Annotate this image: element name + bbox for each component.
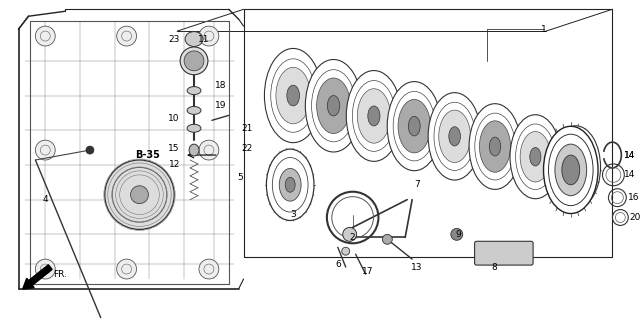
Ellipse shape — [189, 144, 199, 156]
Text: 23: 23 — [168, 34, 180, 43]
Circle shape — [116, 259, 136, 279]
Circle shape — [199, 140, 219, 160]
Text: 8: 8 — [492, 263, 497, 271]
Ellipse shape — [357, 89, 390, 143]
Ellipse shape — [266, 149, 314, 220]
Text: 7: 7 — [414, 180, 420, 189]
Ellipse shape — [264, 48, 322, 143]
Text: 10: 10 — [168, 114, 180, 123]
Text: 9: 9 — [456, 230, 461, 239]
Circle shape — [383, 234, 392, 244]
Text: 5: 5 — [237, 173, 243, 182]
Text: 20: 20 — [630, 213, 640, 222]
Text: 11: 11 — [198, 34, 210, 43]
Ellipse shape — [305, 60, 362, 152]
Ellipse shape — [368, 106, 380, 126]
Text: 17: 17 — [362, 267, 373, 276]
Ellipse shape — [184, 51, 204, 71]
Text: 3: 3 — [291, 210, 296, 219]
Circle shape — [199, 26, 219, 46]
FancyBboxPatch shape — [475, 241, 533, 265]
Text: 19: 19 — [215, 101, 227, 110]
Circle shape — [343, 227, 356, 241]
Ellipse shape — [510, 115, 561, 199]
Circle shape — [35, 140, 55, 160]
Circle shape — [86, 146, 94, 154]
Text: 4: 4 — [42, 195, 48, 204]
Ellipse shape — [185, 32, 203, 47]
FancyArrow shape — [22, 265, 52, 289]
Ellipse shape — [551, 126, 600, 208]
Ellipse shape — [346, 70, 401, 161]
Ellipse shape — [187, 87, 201, 94]
Ellipse shape — [285, 177, 295, 192]
Ellipse shape — [428, 93, 481, 180]
Ellipse shape — [287, 85, 300, 106]
Ellipse shape — [276, 67, 310, 124]
Ellipse shape — [439, 110, 470, 163]
Ellipse shape — [387, 82, 442, 171]
Text: 14: 14 — [623, 151, 635, 160]
Circle shape — [199, 259, 219, 279]
Text: 15: 15 — [168, 144, 180, 152]
Ellipse shape — [317, 78, 351, 133]
Text: 13: 13 — [412, 263, 423, 271]
Ellipse shape — [555, 144, 587, 196]
Ellipse shape — [131, 186, 148, 204]
Text: B-35: B-35 — [135, 150, 160, 160]
Ellipse shape — [543, 126, 598, 213]
Ellipse shape — [570, 158, 581, 176]
Ellipse shape — [279, 168, 301, 201]
Text: 12: 12 — [168, 160, 180, 169]
Text: 22: 22 — [241, 144, 252, 152]
Text: 6: 6 — [335, 260, 340, 269]
Circle shape — [342, 247, 349, 255]
Ellipse shape — [187, 107, 201, 115]
Text: 18: 18 — [215, 81, 227, 90]
Ellipse shape — [398, 100, 431, 153]
Ellipse shape — [530, 147, 541, 166]
Text: 14: 14 — [623, 170, 635, 179]
Ellipse shape — [449, 127, 460, 146]
Ellipse shape — [469, 104, 521, 189]
Circle shape — [451, 228, 463, 240]
Text: 2: 2 — [350, 233, 355, 242]
Ellipse shape — [479, 121, 511, 172]
Circle shape — [35, 26, 55, 46]
Ellipse shape — [180, 47, 208, 75]
Ellipse shape — [327, 96, 340, 116]
Ellipse shape — [520, 131, 550, 182]
Circle shape — [116, 26, 136, 46]
Text: 16: 16 — [627, 193, 639, 202]
Ellipse shape — [105, 160, 174, 229]
Ellipse shape — [562, 155, 580, 185]
Text: 21: 21 — [241, 124, 252, 133]
Ellipse shape — [187, 124, 201, 132]
Ellipse shape — [408, 116, 420, 136]
Ellipse shape — [490, 137, 500, 156]
Ellipse shape — [561, 142, 591, 192]
Text: 1: 1 — [541, 25, 547, 33]
Text: 14: 14 — [623, 151, 635, 160]
Circle shape — [35, 259, 55, 279]
Text: FR.: FR. — [53, 270, 67, 278]
